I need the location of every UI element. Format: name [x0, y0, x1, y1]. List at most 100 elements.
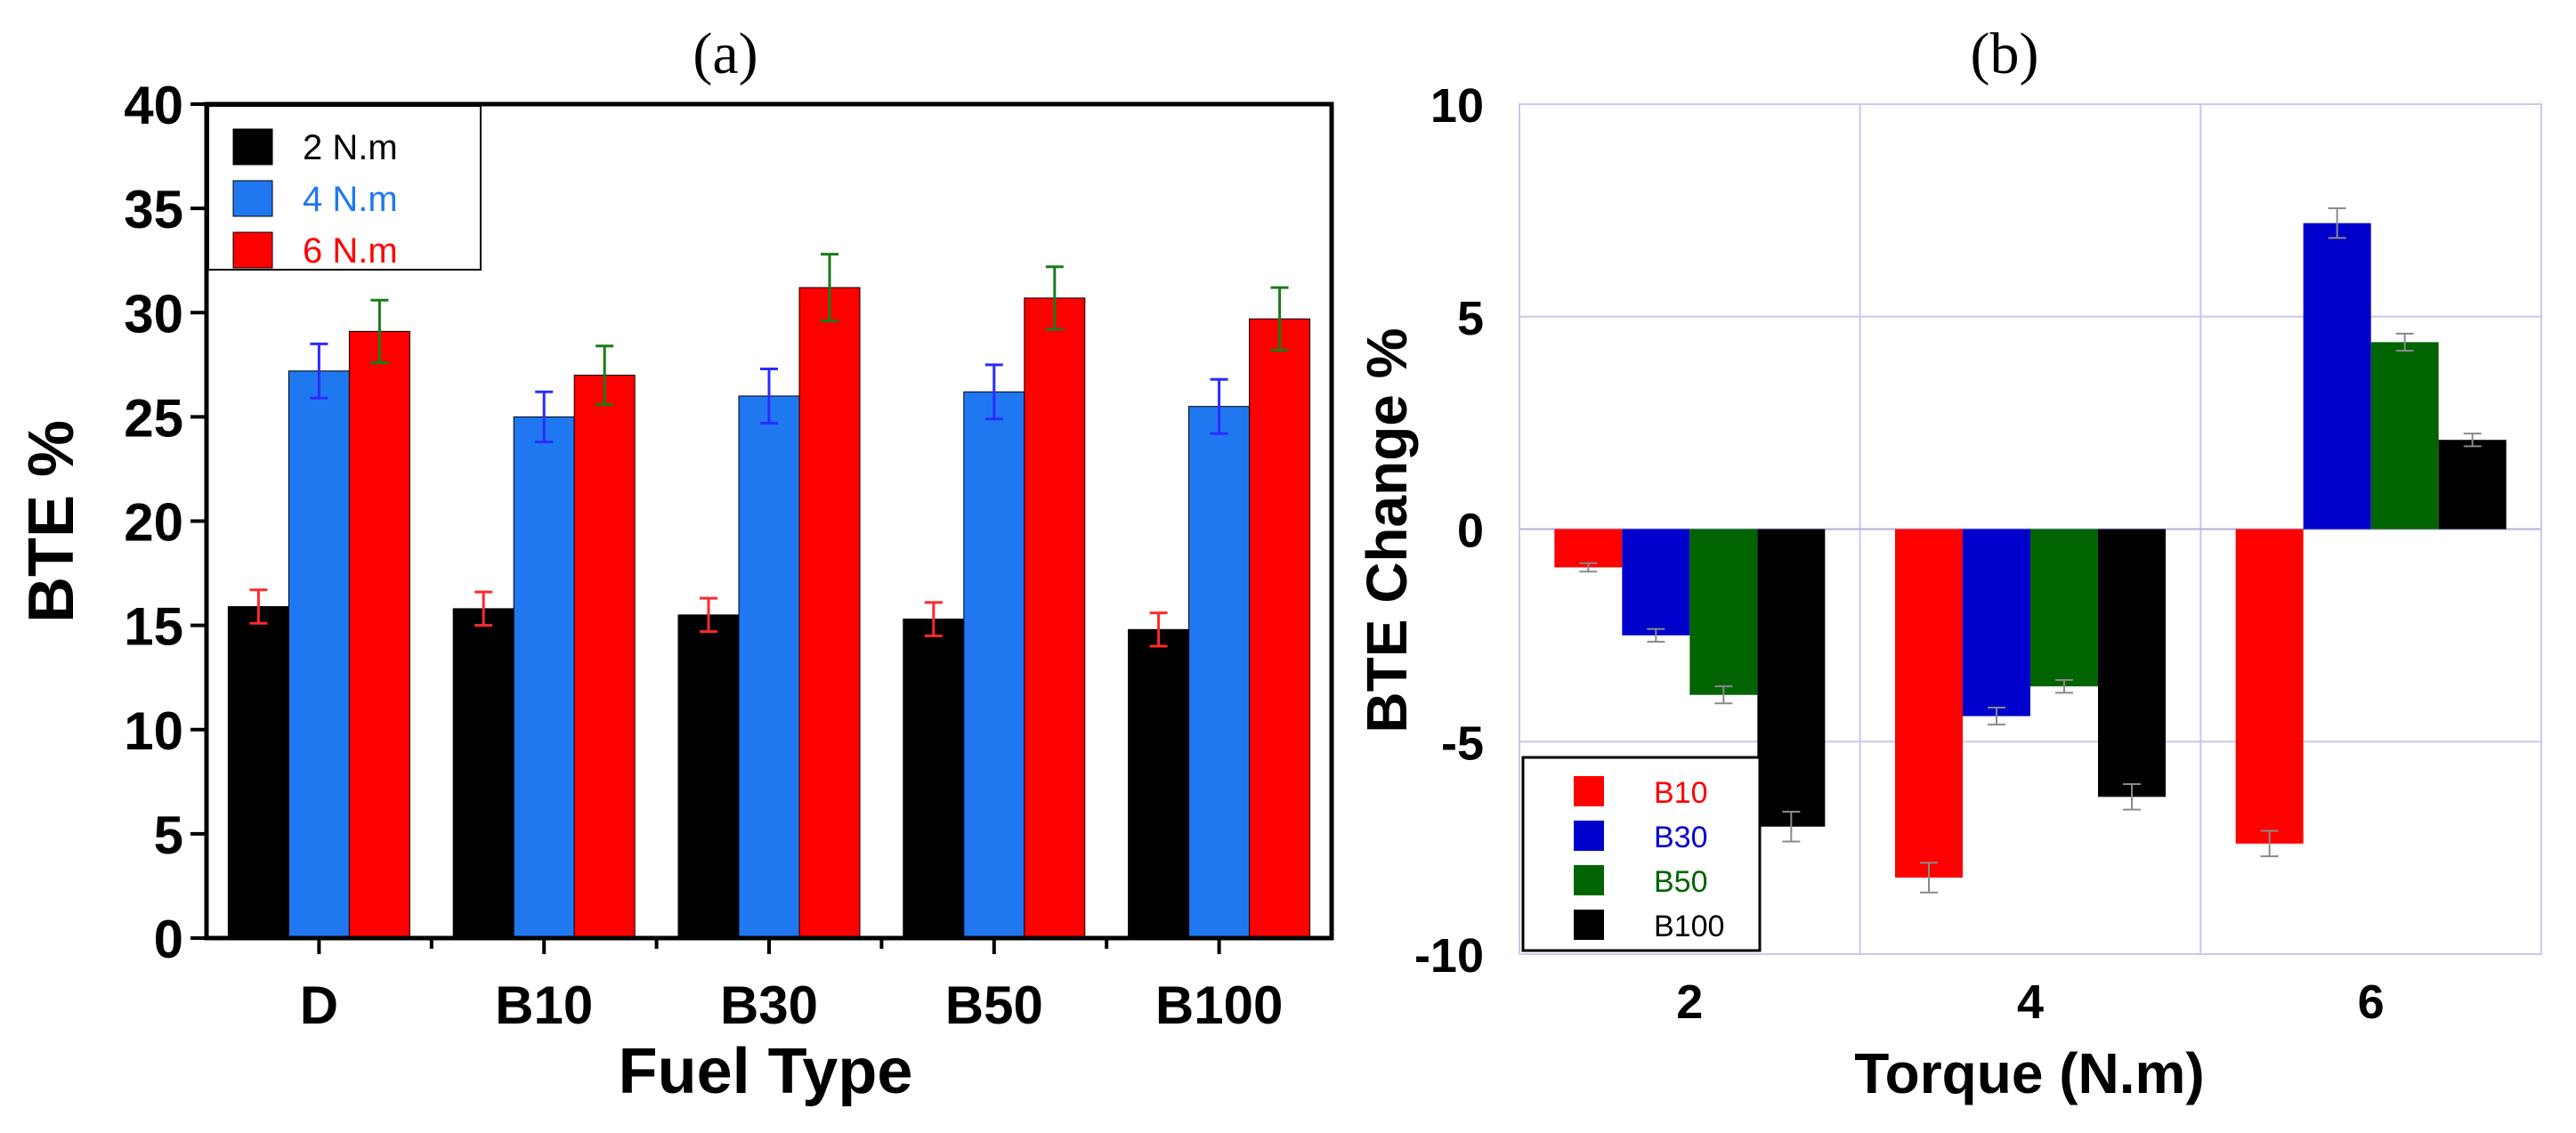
panel-a-error-bar	[821, 253, 838, 323]
panel-a-bar	[513, 416, 575, 939]
panel-a-y-tick-label: 5	[154, 805, 183, 865]
panel-a-error-bar	[984, 363, 1003, 421]
panel-a-y-tick-label: 15	[124, 597, 183, 657]
panel-b-legend: B10 B30 B50 B100	[1521, 756, 1762, 952]
panel-a-bar	[1188, 406, 1251, 939]
panel-a-error-bar	[1149, 611, 1168, 648]
panel-b-bar	[1554, 529, 1623, 568]
panel-b-x-tick-label: 2	[1676, 975, 1703, 1029]
panel-a-y-tick-label: 0	[154, 910, 183, 969]
panel-b-error-bar	[1782, 811, 1801, 843]
panel-b-bar	[2438, 440, 2507, 530]
panel-a-bar	[288, 370, 350, 939]
panel-a-legend-label: 6 N.m	[303, 231, 398, 271]
panel-b-legend-label: B30	[1654, 821, 1708, 854]
panel-a-error-bar	[1045, 265, 1064, 331]
panel-a-label: (a)	[693, 21, 757, 86]
panel-a-y-tick-label: 35	[124, 180, 183, 239]
panel-a-error-bar	[924, 601, 943, 637]
panel-b-legend-label: B50	[1654, 865, 1708, 899]
panel-a-error-bar	[1270, 286, 1289, 352]
panel-b-error-bar	[1988, 707, 2005, 726]
panel-b-error-bar	[2055, 679, 2073, 694]
panel-a-x-tick-label: B100	[1155, 975, 1283, 1035]
panel-b-legend-swatch	[1574, 821, 1604, 851]
panel-b-y-tick-label: 10	[1430, 79, 1484, 133]
panel-b-error-bar	[2463, 433, 2482, 448]
panel-b-error-bar	[1714, 685, 1733, 705]
panel-b-bar	[2303, 223, 2371, 530]
panel-a-bar	[348, 330, 410, 939]
panel-b-bar	[1689, 529, 1758, 695]
panel-a-chart: (a) 0 5 10 15 20 25 30 35 40 D B10 B30 B50 B100 BTE …	[16, 21, 1334, 1107]
panel-a-bar	[903, 619, 965, 939]
panel-b-bar	[2235, 529, 2304, 844]
panel-a-legend: 2 N.m 4 N.m 6 N.m	[207, 105, 482, 271]
panel-a-y-tick-label: 25	[124, 388, 183, 448]
panel-a-bar	[738, 395, 800, 939]
panel-a-legend-label: 2 N.m	[303, 128, 398, 167]
panel-a-y-tick-label: 40	[124, 76, 183, 135]
panel-b-label: (b)	[1971, 21, 2039, 86]
panel-b-error-bar	[1579, 562, 1598, 573]
panel-a-y-tick-label: 30	[124, 284, 183, 344]
panel-a-legend-swatch	[232, 180, 273, 217]
panel-b-legend-swatch	[1574, 865, 1604, 895]
panel-a-legend-swatch	[232, 128, 273, 166]
panel-a-legend-swatch	[232, 231, 273, 269]
panel-b-x-tick-label: 4	[2017, 975, 2044, 1029]
panel-a-error-bar	[370, 298, 389, 364]
panel-b-error-bar	[1647, 627, 1665, 643]
panel-a-bar	[1024, 297, 1086, 939]
panel-a-y-tick-label: 20	[124, 493, 183, 553]
panel-b-bar	[2030, 529, 2098, 687]
panel-a-bar	[677, 614, 740, 939]
panel-b-chart: (b) -10 -5 0 5 10 2 4 6 BTE Change % Torque (N…	[1355, 21, 2542, 1105]
panel-b-y-tick-label: -5	[1441, 716, 1484, 770]
panel-a-x-tick-label: B10	[495, 975, 593, 1035]
panel-a-bar	[798, 287, 861, 939]
panel-b-bar	[1622, 529, 1690, 635]
panel-b-error-bar	[2395, 332, 2414, 352]
panel-b-plot-frame	[1519, 103, 2542, 955]
panel-b-error-bar	[1920, 862, 1938, 894]
panel-a-bar	[573, 375, 636, 939]
panel-a-x-tick-label: D	[300, 975, 338, 1035]
panel-a-legend-label: 4 N.m	[303, 180, 398, 219]
panel-b-y-tick-label: -10	[1414, 929, 1484, 983]
panel-b-legend-swatch	[1574, 910, 1604, 940]
panel-b-legend-label: B100	[1654, 910, 1724, 943]
panel-a-bar	[963, 391, 1025, 939]
panel-a-bar	[1128, 628, 1190, 939]
panel-a-y-axis-label: BTE %	[16, 420, 87, 623]
panel-a-y-tick-label: 10	[124, 701, 183, 761]
panel-a-error-bar	[595, 344, 614, 406]
panel-a-bar	[452, 608, 514, 939]
panel-b-bar	[1895, 529, 1963, 878]
panel-b-error-bar	[2260, 830, 2279, 858]
panel-b-legend-swatch	[1574, 776, 1604, 806]
panel-a-error-bar	[1210, 377, 1228, 435]
panel-b-bar	[2098, 529, 2166, 797]
panel-a-error-bar	[700, 596, 717, 634]
panel-a-bar	[1249, 318, 1311, 939]
panel-b-y-tick-label: 0	[1457, 505, 1484, 558]
panel-b-bar	[1757, 529, 1826, 827]
panel-b-x-axis-label: Torque (N.m)	[1854, 1041, 2204, 1105]
panel-a-error-bar	[760, 367, 778, 425]
panel-b-error-bar	[2123, 783, 2141, 811]
panel-a-x-axis-label: Fuel Type	[619, 1036, 913, 1107]
panel-b-x-tick-label: 6	[2358, 975, 2385, 1029]
panel-b-error-bar	[2328, 206, 2346, 239]
panel-a-x-tick-label: B30	[720, 975, 818, 1035]
panel-a-error-bar	[249, 588, 268, 625]
panel-b-bar	[1963, 529, 2030, 716]
panel-a-error-bar	[474, 590, 493, 627]
panel-a-error-bar	[535, 390, 554, 443]
panel-a-bar	[227, 606, 289, 939]
panel-b-bar	[2370, 342, 2439, 530]
panel-b-y-tick-label: 5	[1457, 292, 1484, 345]
panel-b-y-axis-label: BTE Change %	[1355, 328, 1419, 732]
panel-a-error-bar	[310, 342, 328, 400]
